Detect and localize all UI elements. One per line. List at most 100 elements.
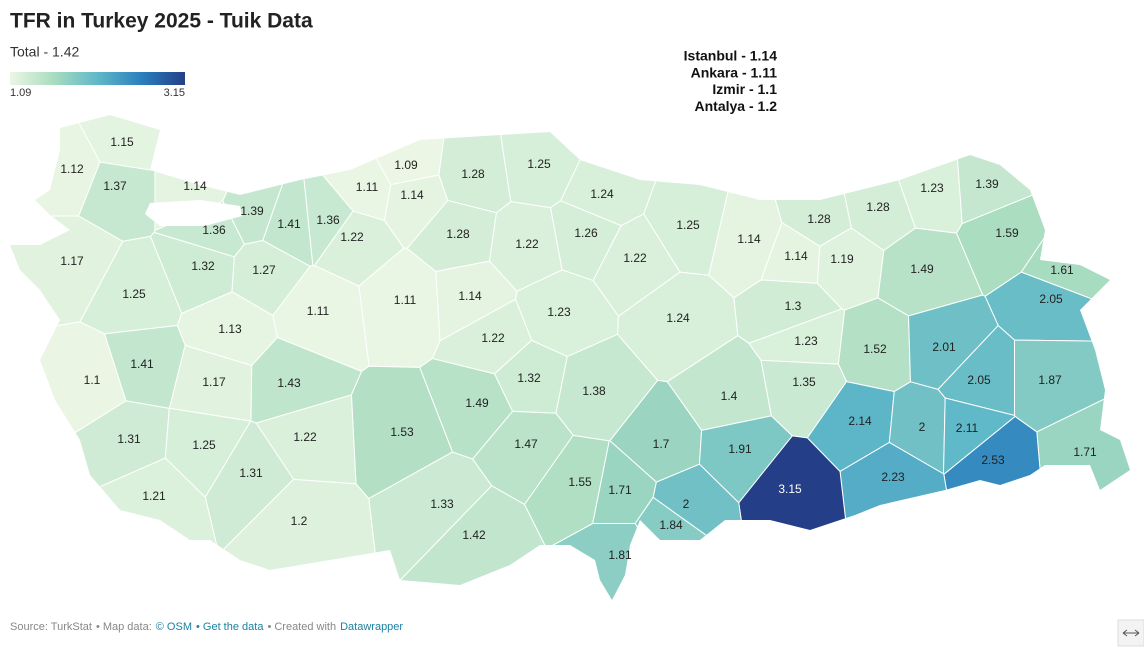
province-label: 1.09 <box>394 158 418 172</box>
annotation: Antalya - 1.2 <box>695 98 778 114</box>
province-label: 1.28 <box>866 200 890 214</box>
province-label: 1.24 <box>590 187 614 201</box>
province-labels: 1.151.121.37 1.141.091.281.251.111.14 1.24… <box>60 135 1097 562</box>
footer-item[interactable]: © OSM <box>155 621 192 633</box>
province-label: 1.53 <box>390 425 414 439</box>
province-label: 1.59 <box>995 226 1019 240</box>
province-label: 1.1 <box>84 373 101 387</box>
province-label: 1.28 <box>446 227 470 241</box>
province-label: 1.17 <box>202 375 226 389</box>
province-label: 1.47 <box>514 437 538 451</box>
province-label: 1.4 <box>721 389 738 403</box>
province-label: 1.2 <box>291 514 308 528</box>
province-label: 1.35 <box>792 375 816 389</box>
provinces <box>10 115 1130 600</box>
province-label: 2.11 <box>956 421 979 435</box>
province-label: 1.49 <box>910 262 934 276</box>
province-label: 1.14 <box>458 289 482 303</box>
footer-item[interactable]: Datawrapper <box>340 621 404 633</box>
province-label: 1.11 <box>394 293 417 307</box>
province-label: 1.22 <box>515 237 539 251</box>
province-label: 2.05 <box>1039 292 1063 306</box>
footer-item: • Created with <box>267 621 337 633</box>
province-label: 1.25 <box>192 438 216 452</box>
annotation: Ankara - 1.11 <box>691 64 778 80</box>
province-label: 1.24 <box>666 311 690 325</box>
province-label: 1.41 <box>130 357 154 371</box>
province-label: 1.22 <box>623 251 647 265</box>
legend-bar <box>10 72 185 85</box>
province-label: 2.01 <box>932 340 956 354</box>
province-label: 1.25 <box>527 157 551 171</box>
annotation: Izmir - 1.1 <box>712 81 777 97</box>
province-label: 1.84 <box>659 518 683 532</box>
province-label: 1.11 <box>307 304 330 318</box>
province-label: 1.71 <box>608 483 632 497</box>
province-label: 1.26 <box>574 226 598 240</box>
marmara-sea <box>145 200 242 226</box>
subtitle: Total - 1.42 <box>10 44 79 60</box>
province-label: 1.28 <box>461 167 485 181</box>
province <box>438 115 512 214</box>
province-label: 2.14 <box>848 414 872 428</box>
province-label: 1.43 <box>277 376 301 390</box>
legend-min: 1.09 <box>10 87 31 99</box>
province-label: 1.31 <box>117 432 141 446</box>
province-label: 1.23 <box>547 305 571 319</box>
province-label: 1.17 <box>60 254 84 268</box>
province-label: 1.25 <box>676 218 700 232</box>
province-label: 1.21 <box>142 489 166 503</box>
province-label: 1.87 <box>1038 373 1062 387</box>
province-label: 1.23 <box>920 181 944 195</box>
province-label: 1.61 <box>1050 263 1074 277</box>
province-label: 1.38 <box>582 384 606 398</box>
province-label: 1.52 <box>863 342 887 356</box>
province-label: 1.31 <box>239 466 263 480</box>
province-label: 1.3 <box>785 299 802 313</box>
province-label: 2 <box>683 497 690 511</box>
province-label: 1.22 <box>340 230 364 244</box>
province-label: 1.27 <box>252 263 276 277</box>
province-label: 1.7 <box>653 437 670 451</box>
province-label: 1.36 <box>202 223 226 237</box>
province-label: 1.25 <box>122 287 146 301</box>
province-label: 1.15 <box>110 135 134 149</box>
province-label: 2.53 <box>981 453 1005 467</box>
province-label: 1.22 <box>293 430 317 444</box>
province-label: 1.41 <box>277 217 301 231</box>
footer-item: • Map data: <box>95 621 152 633</box>
title: TFR in Turkey 2025 - Tuik Data <box>10 10 313 33</box>
province-label: 1.14 <box>400 188 424 202</box>
province-label: 2 <box>919 420 926 434</box>
province-label: 1.39 <box>240 204 264 218</box>
province-label: 1.81 <box>608 548 632 562</box>
province-label: 2.05 <box>967 373 991 387</box>
footer-item: Source: TurkStat <box>10 621 92 633</box>
province-label: 1.39 <box>975 177 999 191</box>
province-label: 1.36 <box>316 213 340 227</box>
province-label: 1.28 <box>807 212 831 226</box>
province-label: 1.37 <box>103 179 127 193</box>
annotation: Istanbul - 1.14 <box>684 48 778 64</box>
footer-item[interactable]: • Get the data <box>195 621 264 633</box>
province-label: 3.15 <box>778 482 802 496</box>
province-label: 1.33 <box>430 497 454 511</box>
province-label: 1.23 <box>794 334 818 348</box>
province-label: 1.14 <box>784 249 808 263</box>
province-label: 1.14 <box>183 179 207 193</box>
footer: Source: TurkStat • Map data: © OSM • Get th… <box>10 621 407 633</box>
province-label: 1.19 <box>830 252 854 266</box>
legend-max: 3.15 <box>164 87 185 99</box>
province-label: 1.14 <box>737 232 761 246</box>
province-label: 1.42 <box>462 528 486 542</box>
province-label: 1.22 <box>481 331 505 345</box>
province-label: 2.23 <box>881 470 905 484</box>
province-label: 1.11 <box>356 180 379 194</box>
province-label: 1.91 <box>728 442 752 456</box>
province-label: 1.55 <box>568 475 592 489</box>
province-label: 1.71 <box>1073 445 1097 459</box>
province-label: 1.12 <box>60 162 84 176</box>
